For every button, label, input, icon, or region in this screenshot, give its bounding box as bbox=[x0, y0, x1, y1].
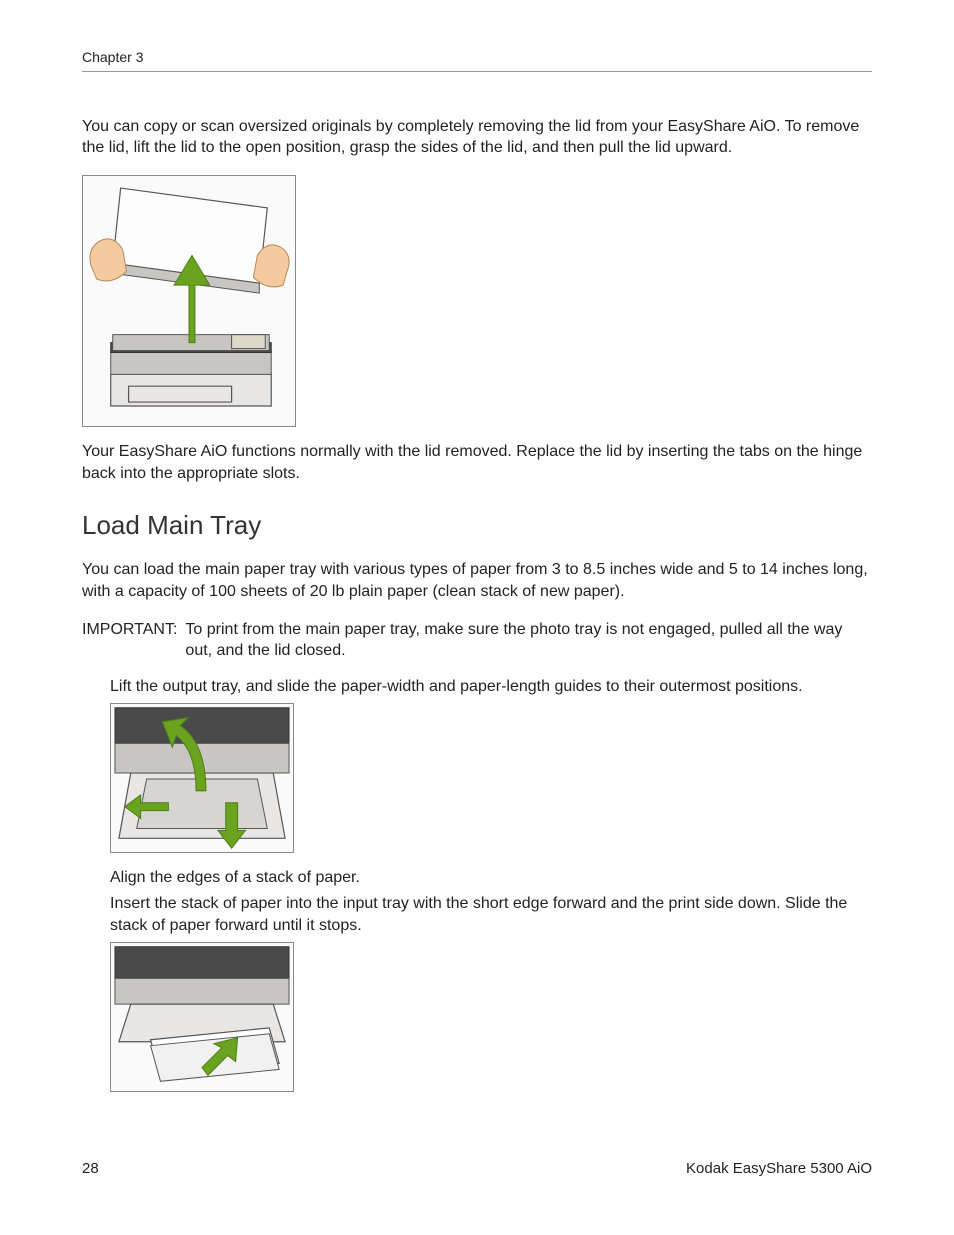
chapter-header: Chapter 3 bbox=[82, 48, 872, 72]
figure-lid-removal bbox=[82, 175, 296, 427]
figure-tray-guides bbox=[110, 703, 294, 853]
step-1-text: Lift the output tray, and slide the pape… bbox=[110, 676, 872, 698]
important-label: IMPORTANT: bbox=[82, 619, 177, 662]
lid-removal-illustration bbox=[83, 175, 295, 427]
important-text: To print from the main paper tray, make … bbox=[185, 619, 872, 662]
heading-load-main-tray: Load Main Tray bbox=[82, 508, 872, 543]
figure-tray-insert bbox=[110, 942, 294, 1092]
product-name: Kodak EasyShare 5300 AiO bbox=[686, 1159, 872, 1179]
main-tray-description: You can load the main paper tray with va… bbox=[82, 559, 872, 602]
intro-paragraph-1: You can copy or scan oversized originals… bbox=[82, 116, 872, 159]
intro-paragraph-2: Your EasyShare AiO functions normally wi… bbox=[82, 441, 872, 484]
page-number: 28 bbox=[82, 1159, 99, 1179]
chapter-label: Chapter 3 bbox=[82, 49, 143, 65]
page-footer: 28 Kodak EasyShare 5300 AiO bbox=[82, 1159, 872, 1179]
tray-guides-illustration bbox=[111, 703, 293, 853]
step-2-text: Align the edges of a stack of paper. bbox=[110, 867, 872, 889]
tray-insert-illustration bbox=[111, 942, 293, 1092]
step-3-text: Insert the stack of paper into the input… bbox=[110, 893, 872, 936]
important-note: IMPORTANT: To print from the main paper … bbox=[82, 619, 872, 662]
